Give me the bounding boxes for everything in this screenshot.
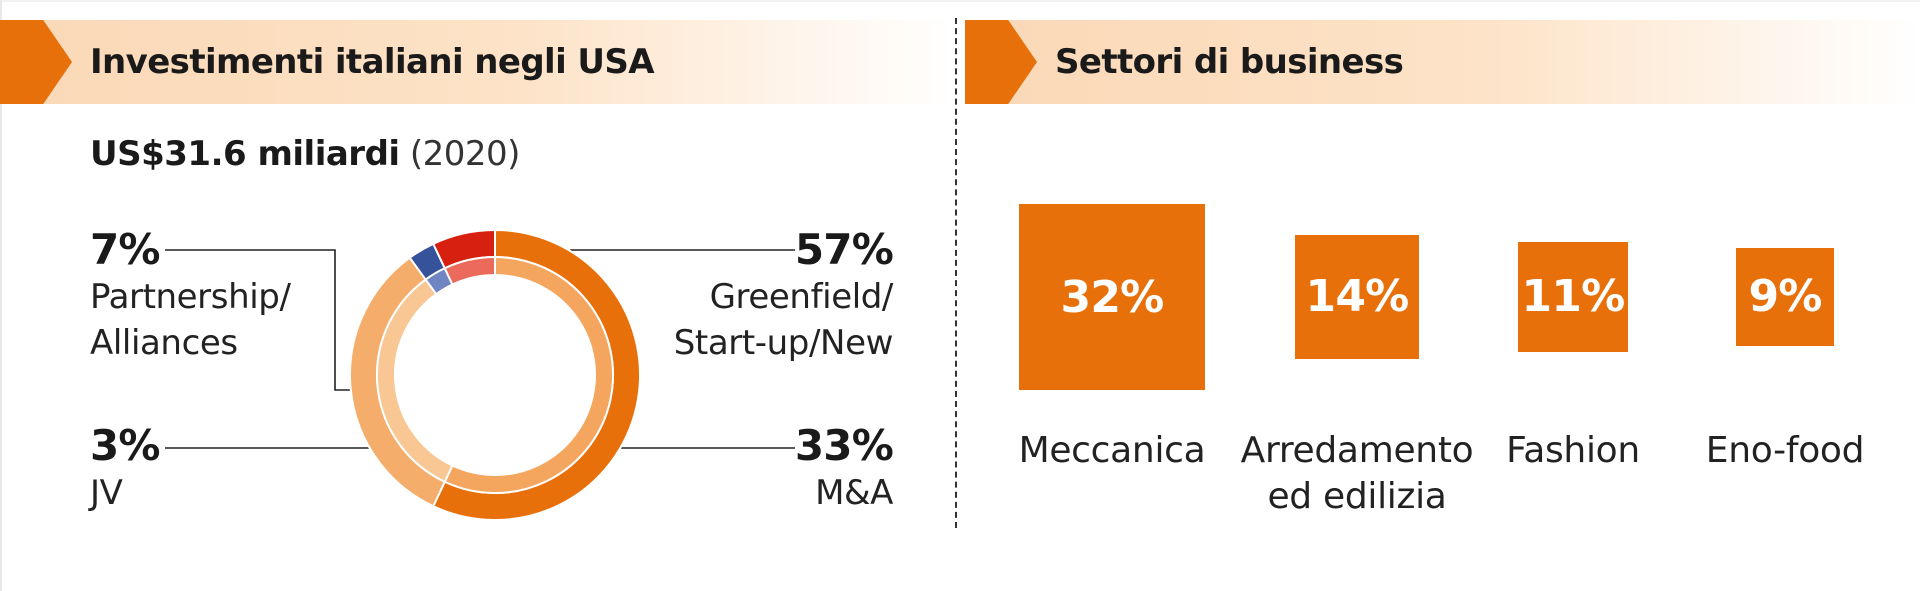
label-ma-pct: 33% bbox=[794, 421, 894, 470]
panel-divider bbox=[955, 18, 957, 528]
sector-label: Eno-food bbox=[1665, 428, 1905, 474]
label-jv-pct: 3% bbox=[90, 421, 161, 470]
total-year: (2020) bbox=[409, 134, 521, 174]
label-greenfield: 57% Greenfield/ Start-up/New bbox=[673, 225, 894, 366]
left-panel-header: Investimenti italiani negli USA bbox=[0, 20, 955, 104]
sector-label: Fashion bbox=[1453, 428, 1693, 474]
header-band bbox=[965, 20, 1920, 104]
right-panel-title: Settori di business bbox=[1055, 42, 1404, 82]
label-ma-line1: M&A bbox=[815, 473, 893, 513]
sector-label-line: Fashion bbox=[1506, 430, 1640, 471]
total-investment: US$31.6 miliardi (2020) bbox=[90, 134, 520, 174]
sector-label-line: Arredamento bbox=[1240, 430, 1474, 471]
label-partnership-line1: Partnership/ bbox=[90, 277, 291, 317]
sector-label-line: Eno-food bbox=[1705, 430, 1865, 471]
sector-square: 9% bbox=[1735, 247, 1835, 347]
label-partnership: 7% Partnership/ Alliances bbox=[90, 226, 291, 366]
total-amount: US$31.6 miliardi bbox=[90, 134, 400, 174]
label-greenfield-line2: Start-up/New bbox=[673, 323, 894, 363]
frame-left-edge bbox=[0, 0, 2, 591]
sector-label-line: Meccanica bbox=[1018, 430, 1206, 471]
sector-label: Meccanica bbox=[992, 428, 1232, 474]
donut-chart bbox=[349, 228, 641, 521]
left-panel-title: Investimenti italiani negli USA bbox=[90, 42, 655, 82]
label-greenfield-pct: 57% bbox=[794, 225, 894, 274]
donut-slice-inner-partnership-alliances bbox=[443, 255, 496, 286]
sector-label-line: ed edilizia bbox=[1267, 476, 1447, 517]
sector-label: Arredamento ed edilizia bbox=[1237, 428, 1477, 520]
leader-line-partnership bbox=[165, 249, 355, 391]
sector-square: 14% bbox=[1295, 235, 1419, 359]
label-greenfield-line1: Greenfield/ bbox=[709, 277, 894, 317]
label-partnership-pct: 7% bbox=[90, 225, 161, 274]
frame-top-edge bbox=[0, 0, 1920, 2]
label-partnership-line2: Alliances bbox=[90, 323, 238, 363]
sector-square: 32% bbox=[1019, 204, 1205, 390]
header-band bbox=[0, 20, 955, 104]
label-ma: 33% M&A bbox=[794, 421, 894, 516]
right-panel-header: Settori di business bbox=[965, 20, 1920, 104]
label-jv-line1: JV bbox=[90, 473, 123, 513]
donut-leader-lines bbox=[165, 249, 795, 449]
sector-square: 11% bbox=[1518, 242, 1628, 352]
label-jv: 3% JV bbox=[90, 421, 161, 516]
